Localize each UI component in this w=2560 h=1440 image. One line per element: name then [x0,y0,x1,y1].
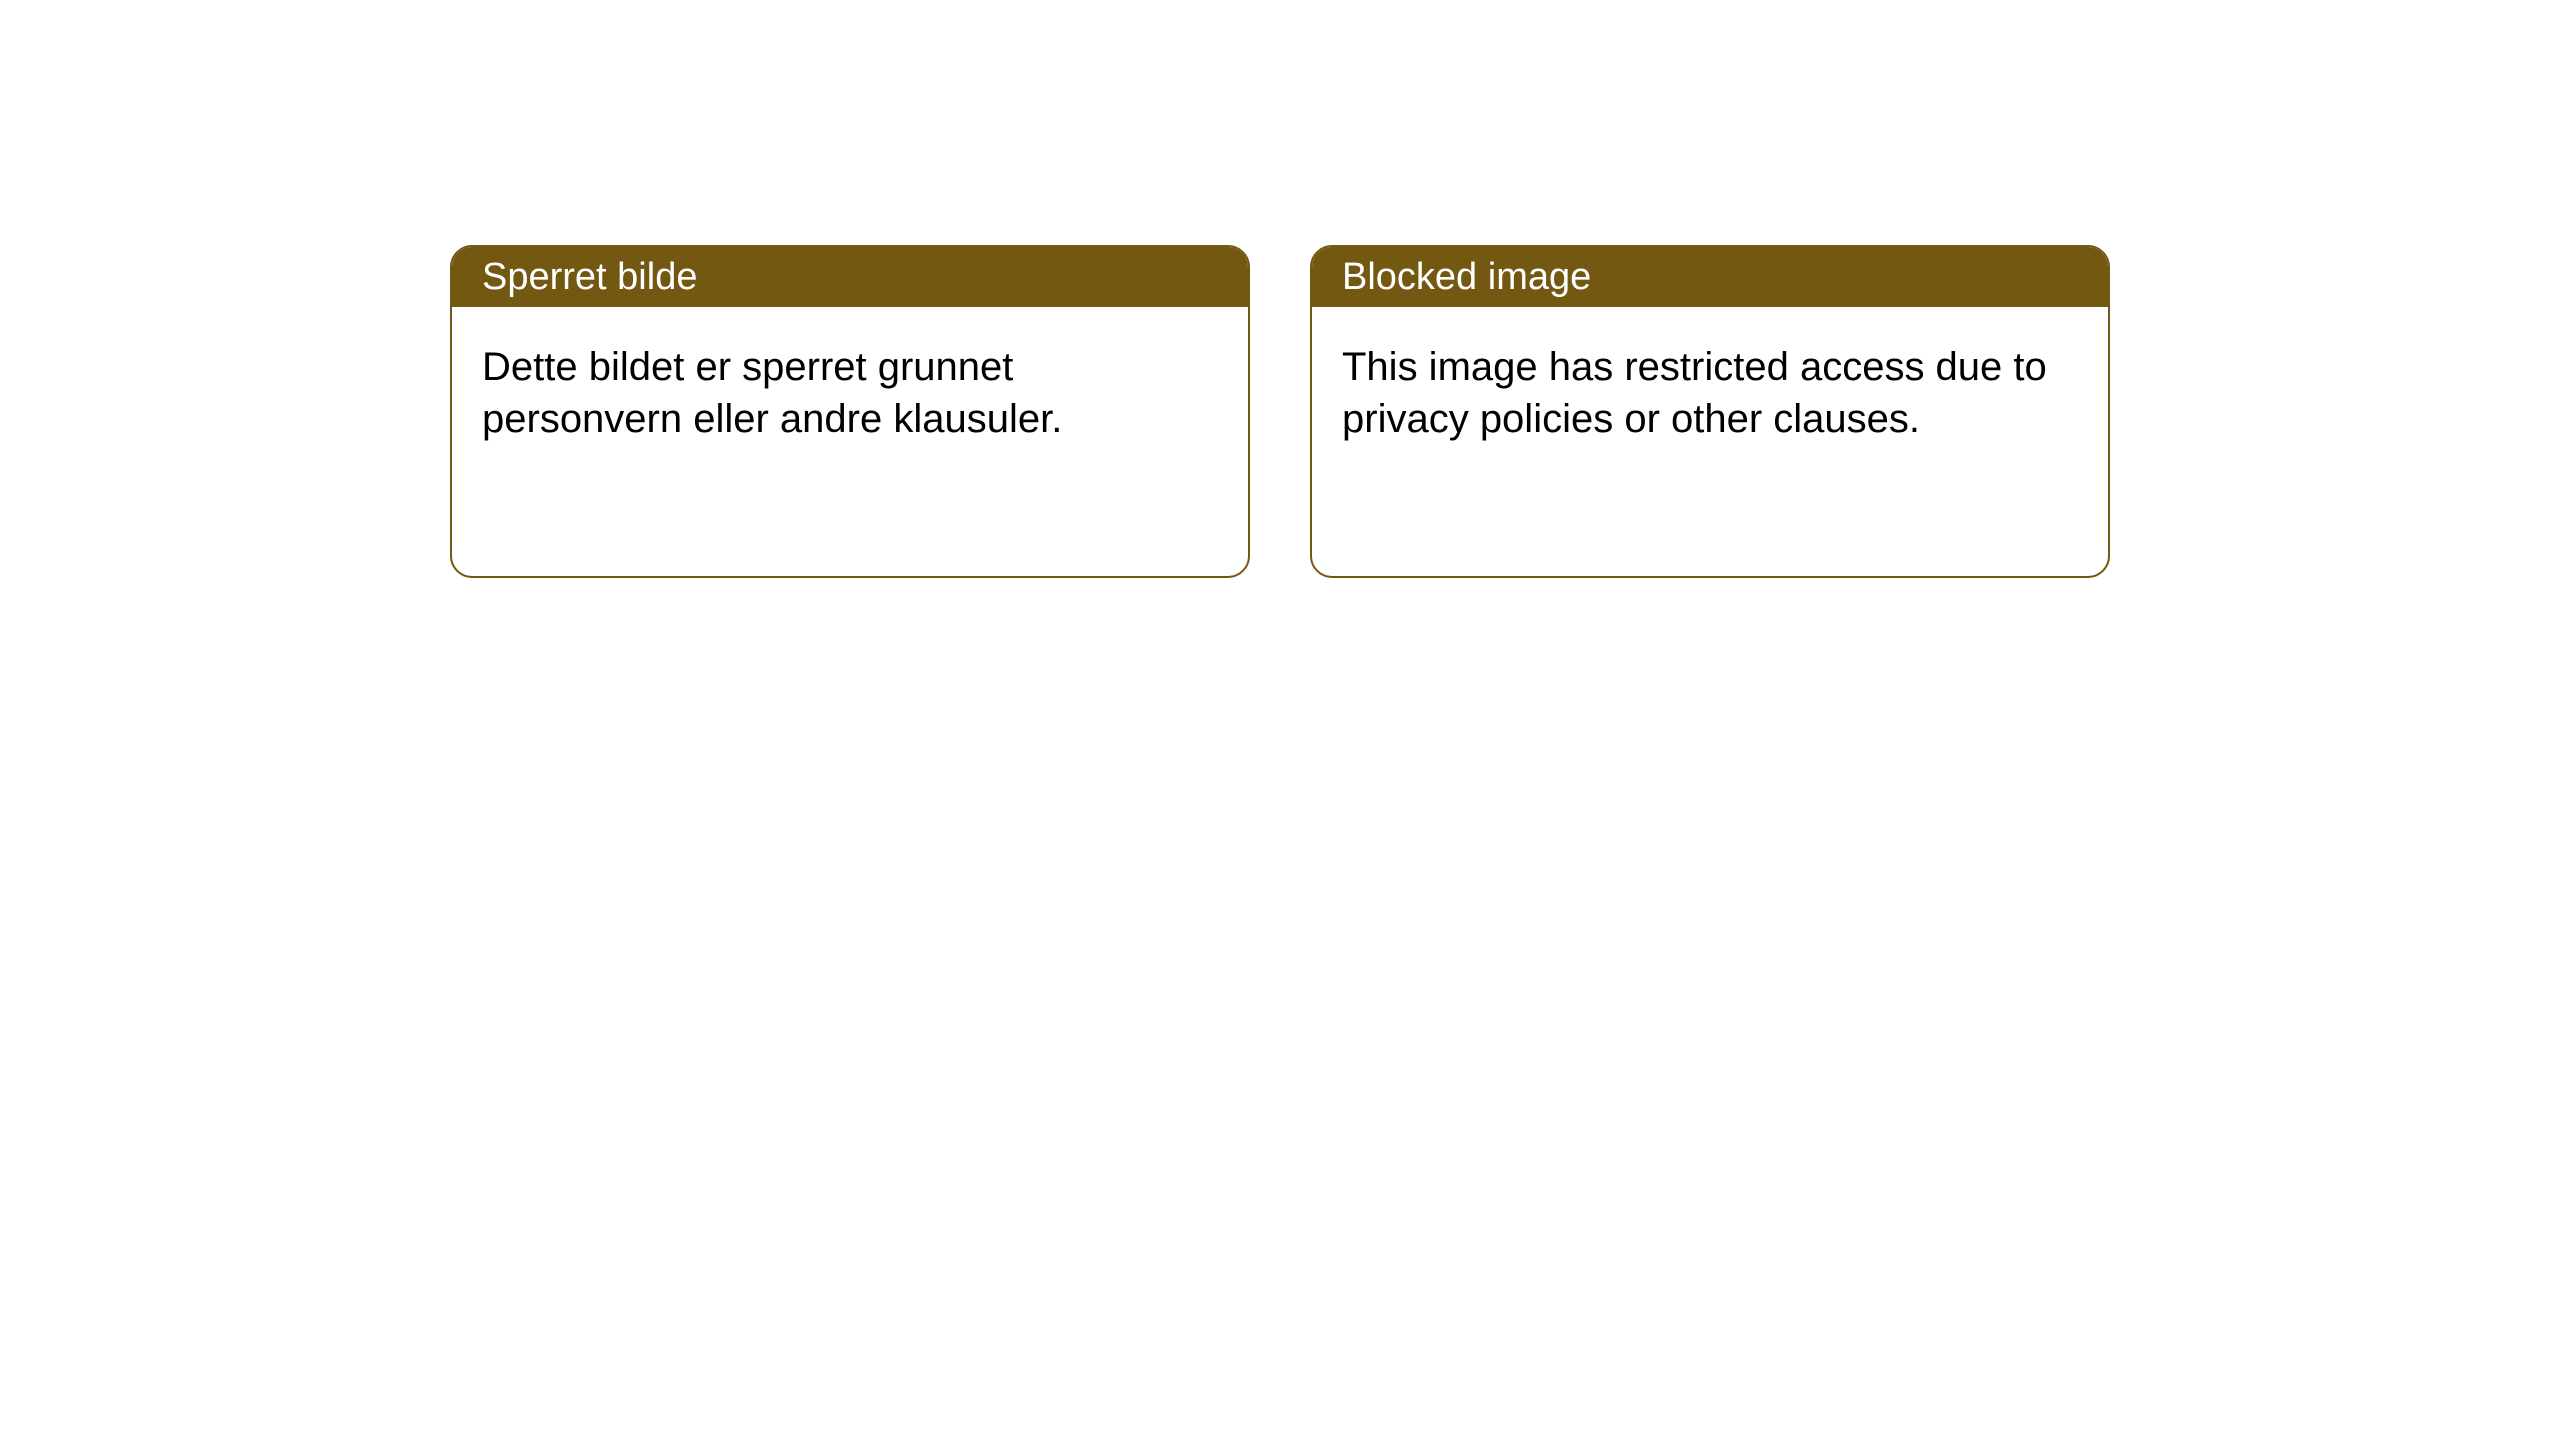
notice-header-no: Sperret bilde [452,247,1248,307]
notice-card-en: Blocked image This image has restricted … [1310,245,2110,578]
notice-header-en: Blocked image [1312,247,2108,307]
notice-header-text-en: Blocked image [1342,256,1591,299]
notice-header-text-no: Sperret bilde [482,256,697,299]
notice-card-no: Sperret bilde Dette bildet er sperret gr… [450,245,1250,578]
notice-body-no: Dette bildet er sperret grunnet personve… [452,307,1248,479]
notice-body-text-no: Dette bildet er sperret grunnet personve… [482,345,1062,441]
notice-body-en: This image has restricted access due to … [1312,307,2108,479]
notice-body-text-en: This image has restricted access due to … [1342,345,2047,441]
notices-container: Sperret bilde Dette bildet er sperret gr… [450,245,2110,578]
